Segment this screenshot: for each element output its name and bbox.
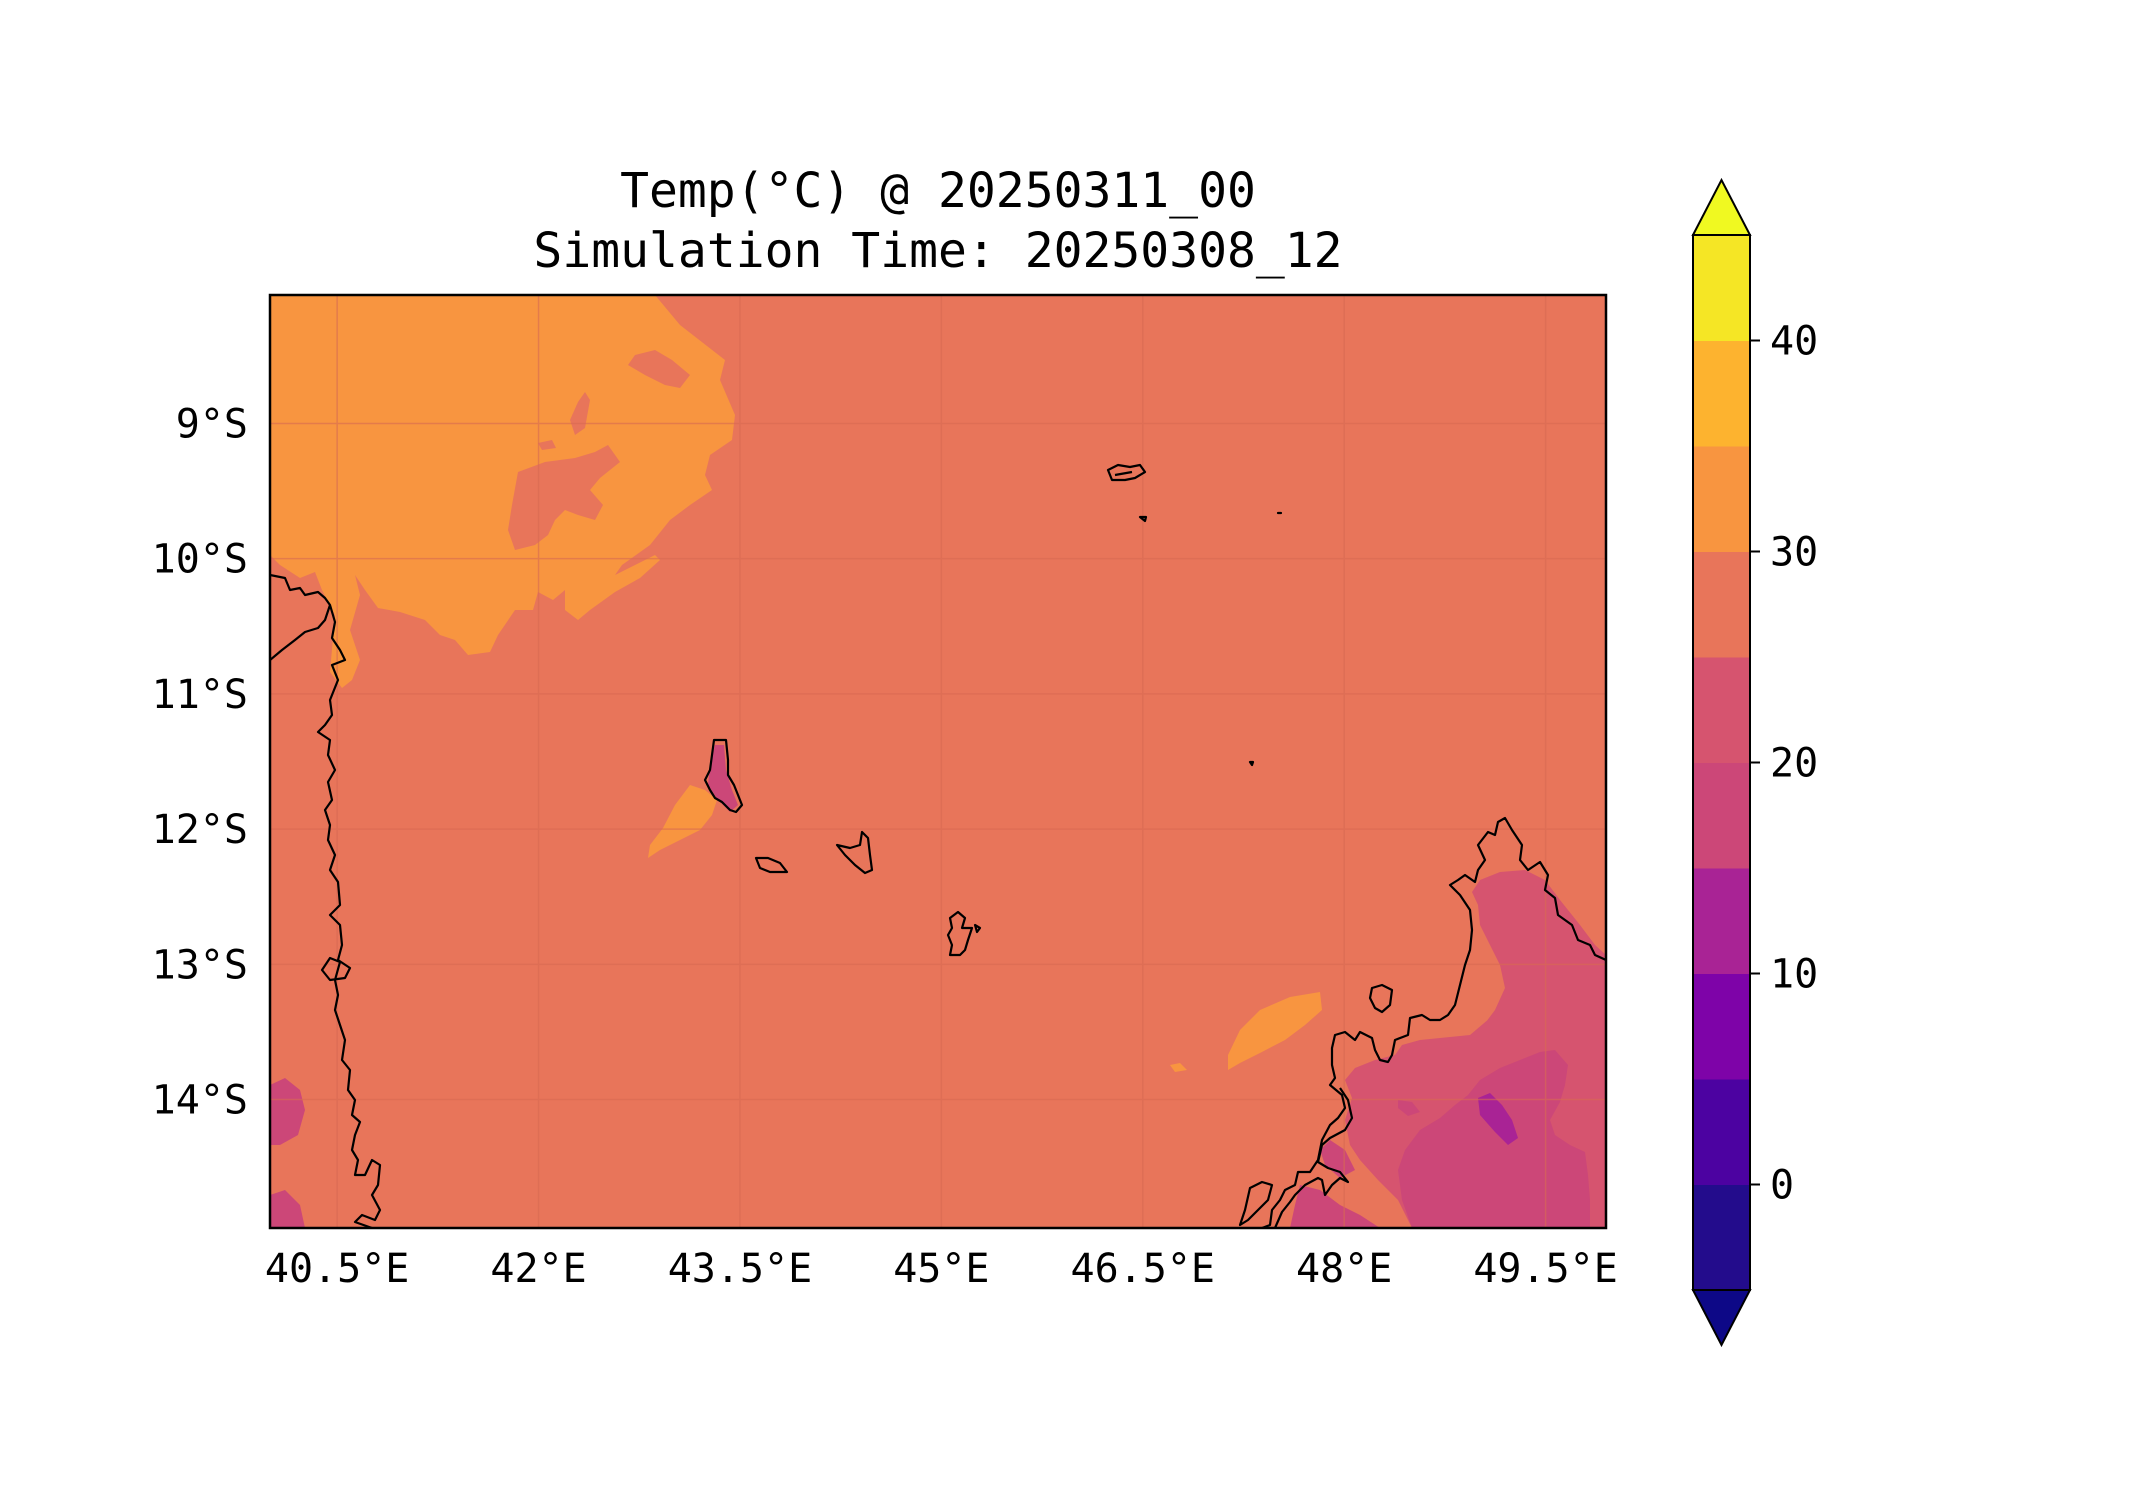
field-15-20-southwest	[270, 1078, 305, 1145]
colorbar: 0 10 20 30 40	[1691, 177, 1818, 1348]
nosy-be-coastline	[1368, 983, 1394, 1014]
islet-a	[1138, 515, 1148, 523]
colorbar-tick-label: 40	[1770, 319, 1818, 365]
field-30-35-southeast	[1228, 992, 1322, 1070]
chart-subtitle: Simulation Time: 20250308_12	[533, 223, 1343, 279]
grande-comore-coastline	[703, 738, 744, 814]
field-15-20-southwest-corner	[270, 1190, 305, 1228]
field-15-20-coast	[1320, 1140, 1355, 1178]
x-tick-label: 42°E	[490, 1246, 586, 1292]
colorbar-band	[1693, 1184, 1750, 1291]
x-tick-label: 40.5°E	[265, 1246, 410, 1292]
field-10-15-pocket	[1478, 1093, 1518, 1145]
field-30-35-small	[1170, 1063, 1187, 1072]
y-tick-label: 12°S	[152, 807, 248, 853]
coastlines	[270, 463, 1606, 1228]
anjouan-coastline	[835, 830, 874, 875]
african-coastline	[270, 573, 382, 1228]
field-15-20-madagascar	[1398, 1050, 1590, 1228]
colorbar-tick-label: 10	[1770, 952, 1818, 998]
colorbar-band	[1693, 340, 1750, 447]
field-25-30-pocket-d	[538, 440, 556, 450]
y-tick-label: 9°S	[176, 401, 248, 447]
y-tick-label: 13°S	[152, 942, 248, 988]
field-25-30-pocket-a	[508, 445, 620, 550]
colorbar-band	[1693, 1079, 1750, 1185]
colorbar-tick-label: 30	[1770, 530, 1818, 576]
madagascar-coastline	[1261, 816, 1606, 1228]
y-axis: 9°S 10°S 11°S 12°S 13°S 14°S	[152, 401, 248, 1123]
map-frame	[268, 293, 1608, 1230]
x-tick-label: 45°E	[893, 1246, 989, 1292]
colorbar-band	[1693, 235, 1750, 341]
x-tick-label: 48°E	[1296, 1246, 1392, 1292]
colorbar-under-arrow	[1691, 1289, 1752, 1348]
contour-fields	[270, 295, 1606, 1228]
field-30-35-north	[270, 295, 735, 688]
colorbar-band	[1693, 551, 1750, 658]
colorbar-band	[1693, 762, 1750, 869]
colorbar-band	[1693, 657, 1750, 763]
field-30-35-comoros	[648, 785, 717, 858]
y-tick-label: 10°S	[152, 537, 248, 583]
islet-c	[1248, 760, 1255, 767]
field-15-20-inlet	[1290, 1185, 1380, 1228]
y-tick-label: 14°S	[152, 1078, 248, 1124]
colorbar-band	[1693, 446, 1750, 552]
grid-lines	[270, 295, 1606, 1228]
moheli-coastline	[754, 856, 789, 874]
x-tick-label: 46.5°E	[1071, 1246, 1216, 1292]
colorbar-over-arrow	[1691, 177, 1752, 236]
field-15-20-small	[1398, 1100, 1420, 1116]
x-axis: 40.5°E 42°E 43.5°E 45°E 46.5°E 48°E 49.5°E	[265, 1246, 1618, 1292]
colorbar-band	[1693, 868, 1750, 974]
colorbar-tick-label: 20	[1770, 741, 1818, 787]
x-tick-label: 49.5°E	[1473, 1246, 1618, 1292]
x-tick-label: 43.5°E	[668, 1246, 813, 1292]
chart-title: Temp(°C) @ 20250311_00	[620, 163, 1256, 219]
field-25-30-pocket-c	[570, 392, 590, 435]
y-tick-label: 11°S	[152, 672, 248, 718]
field-15-20-grande-comore	[708, 745, 738, 812]
colorbar-band	[1693, 973, 1750, 1080]
nosy-small-coastline	[1238, 1180, 1274, 1227]
glorieuses-coastline	[1106, 463, 1147, 482]
field-25-30-pocket-b	[628, 350, 690, 388]
colorbar-tick-label: 0	[1770, 1163, 1794, 1209]
mayotte-coastline	[946, 910, 982, 957]
